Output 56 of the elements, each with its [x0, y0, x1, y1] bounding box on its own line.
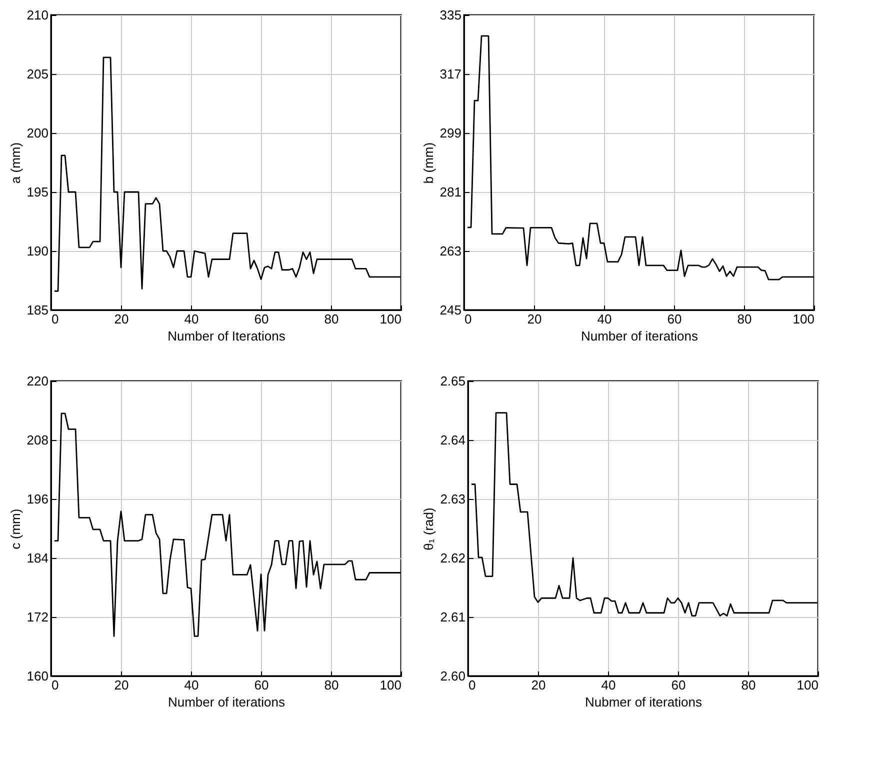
y-tick-label: 190: [26, 244, 48, 258]
y-tick-label: 317: [440, 66, 462, 82]
x-tick-label: 40: [184, 312, 199, 326]
x-tick-label: 60: [667, 312, 682, 326]
y-tick-label: 196: [26, 492, 48, 506]
y-tick-label: 2.63: [440, 492, 466, 506]
y-axis-title: b (mm): [420, 142, 436, 184]
x-tick-label: 20: [114, 312, 129, 326]
y-tick-label: 210: [26, 8, 48, 22]
x-tick-label: 80: [741, 678, 756, 692]
x-axis-title: Nubmer of iterations: [584, 694, 703, 710]
y-tick-label: 205: [26, 66, 48, 82]
y-tick-label: 281: [440, 184, 462, 200]
y-tick-label: 263: [440, 244, 462, 258]
y-axis-title: θ₁ (rad): [421, 508, 436, 550]
y-tick-label: 220: [26, 374, 48, 388]
x-tick-label: 80: [324, 678, 339, 692]
y-tick-label: 2.61: [440, 610, 466, 624]
x-tick-label: 40: [597, 312, 612, 326]
x-tick-label: 80: [737, 312, 752, 326]
x-tick-label: 100: [380, 312, 402, 326]
y-tick-label: 172: [26, 610, 48, 624]
y-tick-label: 184: [26, 550, 48, 566]
x-tick-label: 60: [671, 678, 686, 692]
y-tick-label: 2.60: [440, 668, 466, 684]
x-tick-label: 100: [380, 678, 402, 692]
y-tick-label: 160: [26, 668, 48, 684]
x-tick-label: 80: [324, 312, 339, 326]
x-tick-label: 100: [792, 312, 814, 326]
y-tick-label: 2.62: [440, 550, 466, 566]
x-axis-title: Number of Iterations: [168, 328, 286, 344]
y-tick-label: 200: [26, 126, 48, 140]
x-tick-label: 0: [52, 312, 59, 326]
x-tick-label: 100: [796, 678, 818, 692]
x-tick-label: 40: [184, 678, 199, 692]
y-tick-label: 208: [26, 432, 48, 448]
x-axis-title: Number of iterations: [580, 328, 699, 344]
x-tick-label: 60: [254, 312, 269, 326]
y-tick-label: 195: [26, 184, 48, 200]
x-tick-label: 40: [601, 678, 616, 692]
x-tick-label: 20: [527, 312, 542, 326]
y-tick-label: 299: [440, 126, 462, 140]
x-axis-title: Number of iterations: [168, 694, 286, 710]
x-tick-label: 0: [468, 678, 476, 692]
x-tick-label: 60: [254, 678, 269, 692]
y-tick-label: 245: [440, 302, 462, 318]
y-tick-label: 2.65: [440, 374, 466, 388]
y-axis-title: c (mm): [8, 508, 23, 550]
y-tick-label: 335: [440, 8, 462, 22]
x-tick-label: 0: [464, 312, 472, 326]
y-tick-label: 2.64: [440, 432, 466, 448]
y-tick-label: 185: [26, 302, 48, 318]
x-tick-label: 20: [531, 678, 546, 692]
x-tick-label: 20: [114, 678, 129, 692]
y-axis-title: a (mm): [8, 142, 23, 184]
x-tick-label: 0: [52, 678, 59, 692]
